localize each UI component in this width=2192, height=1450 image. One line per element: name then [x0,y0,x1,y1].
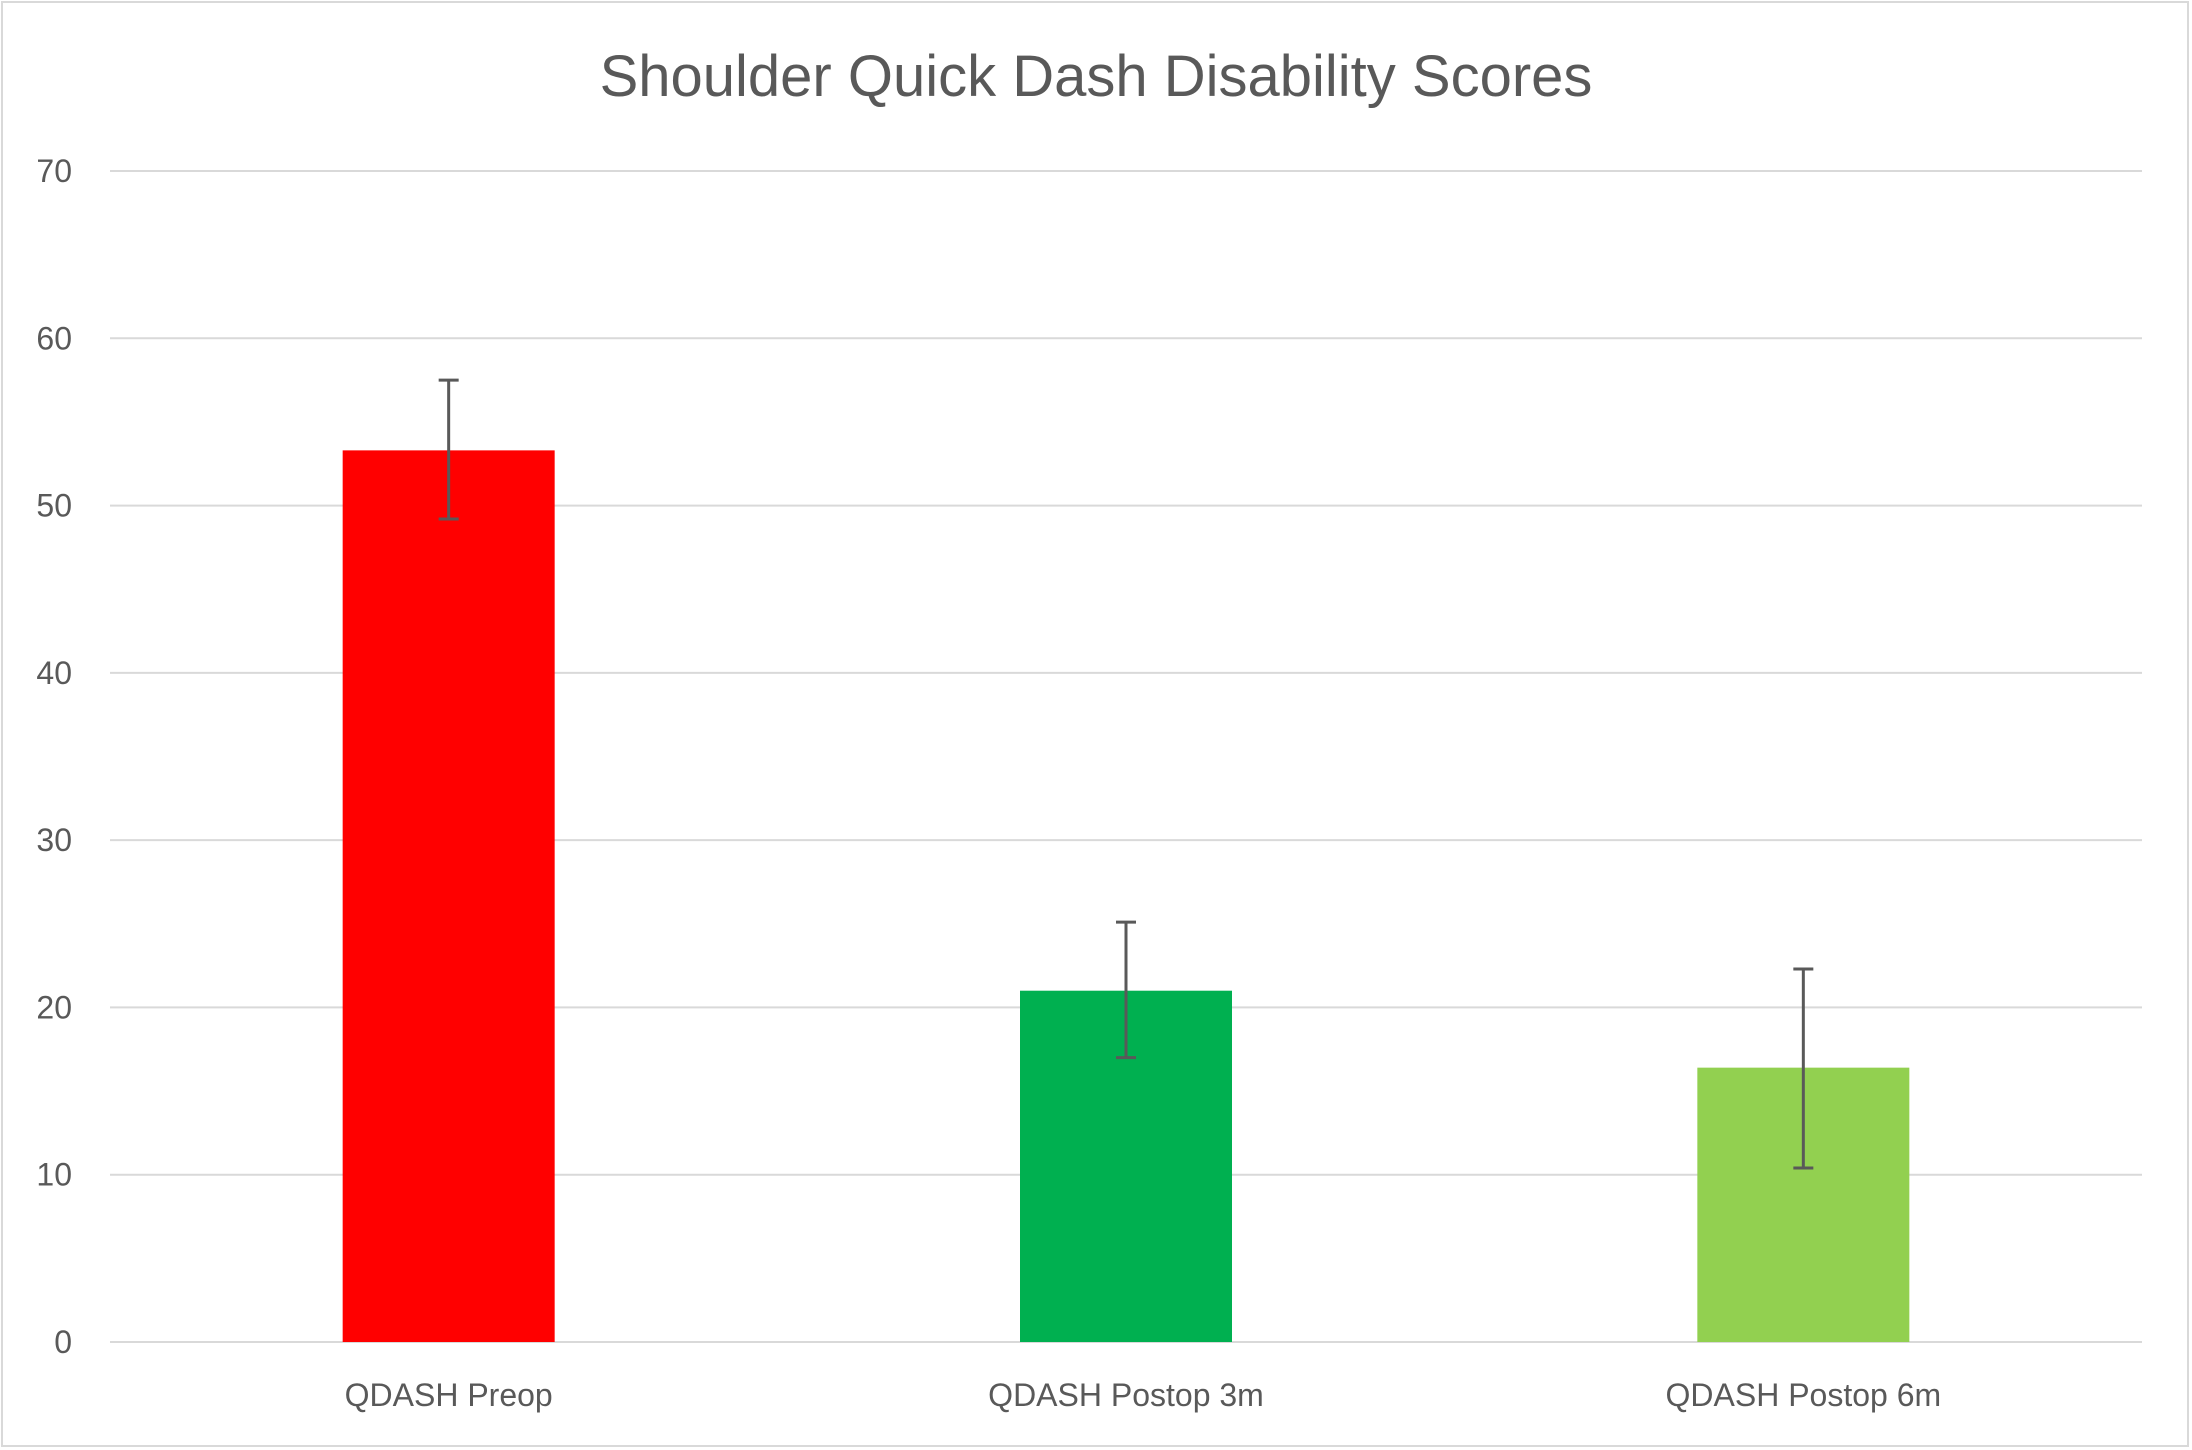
error-bar [1793,967,1814,1170]
y-tick-label: 0 [54,1324,72,1360]
y-tick-label: 50 [36,488,72,524]
x-axis-labels: QDASH Preop QDASH Postop 3m QDASH Postop 6… [345,1377,1942,1413]
error-bars [438,378,1814,1170]
x-category-label: QDASH Preop [345,1377,553,1413]
bar [342,450,555,1342]
error-bar [1116,920,1136,1060]
chart-title: Shoulder Quick Dash Disability Scores [600,44,1593,109]
y-tick-label: 10 [36,1157,72,1193]
error-bar [438,378,459,521]
y-tick-label: 40 [36,655,72,691]
bars [342,450,1910,1342]
x-category-label: QDASH Postop 6m [1666,1377,1942,1413]
x-category-label: QDASH Postop 3m [988,1377,1264,1413]
y-axis-ticks: 0 10 20 30 40 50 60 70 [36,153,72,1360]
y-tick-label: 30 [36,822,72,858]
y-tick-label: 70 [36,153,72,189]
y-tick-label: 60 [36,320,72,356]
y-tick-label: 20 [36,989,72,1025]
